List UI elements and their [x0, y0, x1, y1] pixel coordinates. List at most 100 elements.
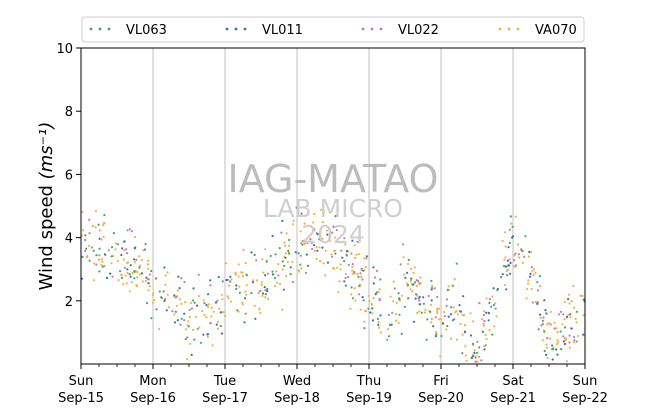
- data-point: [140, 258, 143, 262]
- data-point: [306, 264, 310, 267]
- data-point: [430, 321, 433, 324]
- data-point: [128, 290, 131, 293]
- data-point: [243, 321, 246, 324]
- data-point: [537, 328, 540, 331]
- data-point: [415, 293, 418, 296]
- data-point: [406, 271, 409, 274]
- data-point: [395, 319, 398, 322]
- data-point: [361, 296, 364, 299]
- data-point: [362, 299, 365, 302]
- data-point: [146, 278, 150, 281]
- data-point: [100, 258, 103, 261]
- data-point: [235, 284, 238, 287]
- data-point: [350, 293, 353, 296]
- data-point: [341, 256, 344, 259]
- data-point: [475, 351, 479, 354]
- data-point: [514, 215, 517, 218]
- data-point: [319, 239, 322, 242]
- data-point: [107, 249, 110, 252]
- data-point: [549, 310, 552, 314]
- data-point: [260, 283, 263, 286]
- data-point: [144, 243, 147, 246]
- data-point: [337, 291, 340, 294]
- data-point: [536, 281, 539, 284]
- data-point: [339, 268, 342, 271]
- data-point: [433, 287, 436, 290]
- data-point: [197, 295, 200, 298]
- data-point: [530, 251, 533, 254]
- data-point: [415, 284, 419, 287]
- data-point: [546, 323, 549, 326]
- data-point: [541, 339, 544, 342]
- data-point: [360, 275, 363, 278]
- data-point: [109, 272, 112, 275]
- data-point: [227, 297, 230, 300]
- data-point: [173, 321, 177, 324]
- data-point: [480, 318, 484, 321]
- data-point: [203, 302, 206, 305]
- data-point: [305, 271, 308, 274]
- data-point: [194, 315, 197, 319]
- data-point: [235, 287, 238, 291]
- data-point: [133, 236, 137, 239]
- data-point: [463, 314, 466, 317]
- data-point: [332, 266, 335, 270]
- data-point: [371, 312, 374, 315]
- data-point: [219, 311, 222, 314]
- data-point: [264, 296, 267, 299]
- data-point: [278, 282, 282, 285]
- data-point: [538, 284, 542, 288]
- data-point: [226, 295, 229, 298]
- data-point: [413, 320, 416, 323]
- x-tick-label-date: Sep-18: [274, 391, 320, 406]
- data-point: [508, 228, 511, 231]
- data-point: [485, 297, 488, 300]
- data-point: [117, 279, 120, 282]
- data-point: [478, 302, 481, 305]
- data-point: [532, 268, 536, 271]
- data-point: [461, 333, 464, 336]
- data-point: [365, 255, 368, 258]
- data-point: [201, 310, 204, 313]
- data-point: [400, 332, 403, 335]
- data-point: [344, 243, 347, 246]
- data-point: [125, 282, 128, 285]
- data-point: [412, 271, 415, 274]
- data-point: [135, 258, 138, 261]
- data-point: [187, 325, 190, 328]
- data-point: [491, 295, 494, 298]
- x-tick-label-day: Wed: [283, 374, 311, 389]
- data-point: [273, 276, 277, 280]
- data-point: [508, 258, 511, 261]
- data-point: [280, 231, 283, 234]
- data-point: [360, 267, 363, 270]
- data-point: [520, 248, 523, 251]
- data-points: [80, 206, 586, 363]
- data-point: [549, 323, 552, 326]
- data-point: [407, 258, 410, 261]
- data-point: [351, 269, 354, 272]
- data-point: [559, 330, 562, 333]
- data-point: [292, 219, 295, 222]
- data-point: [318, 246, 321, 249]
- data-point: [365, 310, 368, 313]
- data-point: [215, 323, 218, 326]
- data-point: [85, 256, 88, 259]
- data-point: [125, 248, 128, 251]
- data-point: [443, 315, 446, 318]
- data-point: [513, 265, 516, 268]
- data-point: [570, 327, 573, 330]
- data-point: [492, 287, 495, 290]
- y-tick-label: 10: [56, 42, 73, 57]
- legend-marker: [89, 27, 93, 31]
- data-point: [422, 302, 425, 305]
- data-point: [152, 301, 155, 304]
- data-point: [357, 253, 360, 256]
- data-point: [92, 279, 96, 282]
- data-point: [543, 330, 546, 333]
- data-point: [363, 320, 366, 323]
- data-point: [496, 289, 499, 292]
- data-point: [259, 289, 262, 293]
- x-tick-label-date: Sep-15: [58, 391, 104, 406]
- data-point: [455, 262, 458, 265]
